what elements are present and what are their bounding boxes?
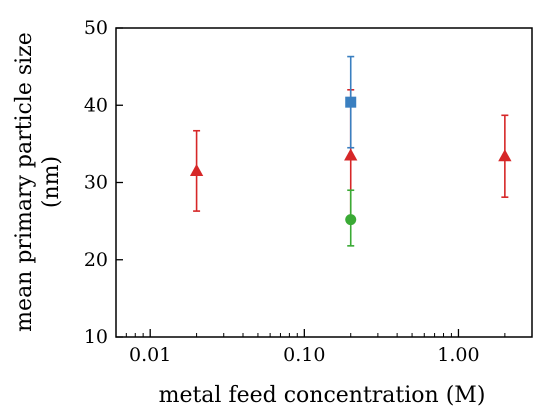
circle-point: [345, 189, 357, 247]
plot-frame: [115, 27, 533, 338]
y-tick-label: 10: [84, 326, 108, 348]
y-tick-label: 40: [84, 94, 108, 116]
x-tick-label: 0.10: [283, 344, 325, 366]
triangle-marker: [498, 149, 512, 162]
y-tick-label: 30: [84, 172, 108, 194]
data-marks: [189, 55, 512, 247]
tick-labels: 10 20 30 40 50 0.01 0.10 1.00: [84, 17, 480, 366]
axis-ticks: [115, 27, 533, 338]
y-axis-label-line-1: mean primary particle size: [12, 32, 37, 332]
y-tick-label: 50: [84, 17, 108, 39]
x-tick-label: 0.01: [129, 344, 171, 366]
plot-border: [115, 27, 533, 338]
x-axis-label: metal feed concentration (M): [159, 383, 486, 408]
y-tick-label: 20: [84, 249, 108, 271]
y-axis-label-line-2: (nm): [39, 156, 64, 208]
x-tick-label: 1.00: [437, 344, 479, 366]
triangle-marker: [344, 148, 358, 161]
square-point: [345, 55, 357, 149]
triangle-marker: [189, 163, 204, 176]
square-marker: [345, 96, 357, 108]
triangle-point: [498, 114, 512, 198]
circle-marker: [345, 214, 357, 226]
triangle-point: [189, 129, 204, 212]
